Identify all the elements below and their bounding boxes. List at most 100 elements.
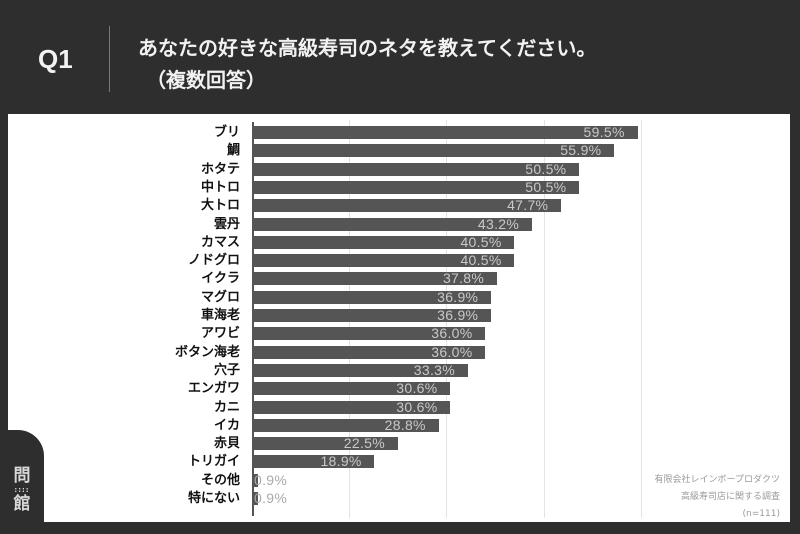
header: Q1 あなたの好きな高級寿司のネタを教えてください。 （複数回答） [0, 0, 800, 114]
bar-chart: ブリ 59.5% 鯛 55.9% ホタテ 50.5% 中トロ 50.5% 大トロ 47.7% 雲丹 4… [175, 120, 652, 518]
value-label: 28.8% [384, 416, 426, 433]
value-label: 30.6% [396, 398, 438, 415]
value-label: 55.9% [560, 142, 602, 159]
bar-row: イカ 28.8% [0, 417, 800, 435]
category-label: 中トロ [200, 179, 240, 195]
bar [252, 418, 439, 432]
category-label: ブリ [213, 125, 240, 140]
question-subtitle: （複数回答） [146, 68, 266, 92]
bar-row: カニ 30.6% [0, 399, 800, 417]
bar-row: ブリ 59.5% [0, 124, 800, 142]
value-label: 36.0% [431, 343, 473, 360]
bar [252, 455, 375, 469]
bar [252, 363, 468, 377]
bar [252, 272, 497, 286]
category-label: 特にない [187, 491, 240, 506]
bar [252, 126, 638, 139]
value-label: 18.9% [320, 453, 362, 470]
bar-row: 穴子 33.3% [0, 362, 800, 380]
value-label: 40.5% [460, 252, 502, 269]
value-label: 43.2% [477, 215, 520, 232]
bar [252, 144, 615, 158]
value-label: 59.5% [583, 124, 625, 140]
bar [252, 309, 492, 322]
bar [252, 180, 580, 194]
value-label: 30.6% [396, 380, 438, 397]
logo-dots: :::: [14, 486, 30, 494]
logo-top-glyph: 問 [13, 466, 31, 486]
source-note: 有限会社レインボープロダクツ 高級寿司店に関する調査 (n=111) [655, 472, 780, 523]
source-company: 有限会社レインボープロダクツ [654, 475, 780, 485]
value-label: 37.8% [442, 270, 485, 287]
gridline [640, 120, 642, 518]
category-label: その他 [200, 472, 240, 488]
source-sample-size: (n=111) [742, 509, 780, 519]
bar-row: 車海老 36.9% [0, 307, 800, 325]
category-label: 穴子 [213, 362, 240, 378]
bar-row: ホタテ 50.5% [0, 161, 800, 179]
category-label: 雲丹 [213, 216, 240, 232]
category-label: カニ [213, 399, 240, 415]
header-divider [109, 26, 110, 92]
bar-row: ボタン海老 36.0% [0, 344, 800, 362]
bar-row: 大トロ 47.7% [0, 197, 800, 215]
bar [252, 437, 398, 451]
value-label: 50.5% [525, 160, 567, 177]
category-label: アワビ [200, 326, 240, 342]
question-title-text: あなたの好きな高級寿司のネタを教えてください。 [138, 36, 597, 60]
value-label: 36.9% [437, 307, 479, 323]
bar-row: アワビ 36.0% [0, 325, 800, 343]
category-label: マグロ [200, 289, 240, 305]
value-label: 40.5% [460, 233, 502, 250]
bar [252, 382, 451, 396]
gridline [543, 120, 545, 518]
bar-row: エンガワ 30.6% [0, 380, 800, 398]
corner-decoration [8, 430, 44, 534]
bar-row: ノドグロ 40.5% [0, 252, 800, 270]
question-title: あなたの好きな高級寿司のネタを教えてください。 （複数回答） [138, 32, 596, 96]
logo: 問 :::: 館 [10, 466, 34, 514]
category-label: 鯛 [226, 143, 240, 159]
category-label: ホタテ [200, 161, 240, 177]
bar [252, 290, 492, 304]
category-label: エンガワ [187, 381, 240, 397]
bar [252, 199, 562, 213]
bar-row: 赤貝 22.5% [0, 435, 800, 453]
value-label: 33.3% [413, 361, 455, 378]
bar [252, 492, 258, 505]
bar [252, 345, 486, 359]
value-label: 36.0% [431, 325, 473, 342]
source-survey: 高級寿司店に関する調査 [680, 492, 780, 502]
value-label: 50.5% [525, 178, 567, 195]
bar-row: 特にない 0.9% [0, 490, 800, 508]
logo-bottom-glyph: 館 [13, 494, 31, 514]
bar [252, 327, 486, 341]
bar-row: イクラ 37.8% [0, 270, 800, 288]
bar [252, 473, 258, 487]
bar-row: 中トロ 50.5% [0, 179, 800, 197]
category-label: イクラ [201, 271, 240, 287]
bar-row: 鯛 55.9% [0, 142, 800, 160]
value-label: 36.9% [437, 288, 479, 305]
category-label: 車海老 [200, 308, 240, 323]
bar-row: カマス 40.5% [0, 234, 800, 252]
category-label: 赤貝 [213, 436, 240, 452]
bar [252, 254, 515, 268]
bar-row: その他 0.9% [0, 472, 800, 490]
bar-row: トリガイ 18.9% [0, 453, 800, 471]
bar [252, 235, 515, 249]
category-label: 大トロ [200, 198, 240, 214]
category-label: ノドグロ [187, 253, 240, 269]
value-label: 0.9% [254, 490, 288, 506]
bar [252, 217, 532, 231]
value-label: 47.7% [507, 197, 549, 214]
category-label: ボタン海老 [174, 344, 240, 360]
value-label: 0.9% [254, 471, 288, 488]
question-number: Q1 [38, 44, 73, 74]
category-label: カマス [200, 234, 240, 250]
bar [252, 400, 451, 414]
bar-row: マグロ 36.9% [0, 289, 800, 307]
category-label: イカ [213, 417, 240, 433]
value-label: 22.5% [343, 435, 385, 452]
bar [252, 162, 580, 176]
